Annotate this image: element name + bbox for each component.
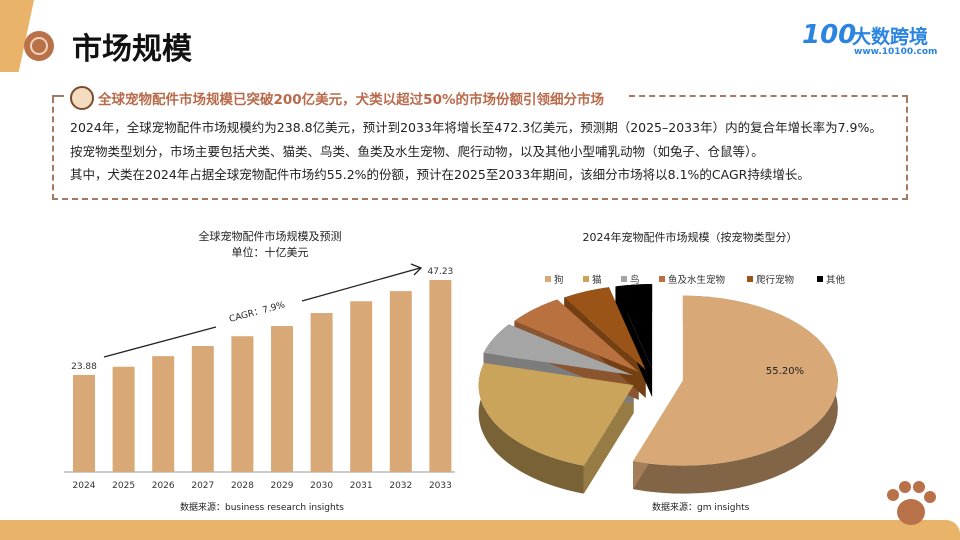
logo-url: www.10100.com (854, 47, 938, 57)
data-label: 23.88 (71, 362, 97, 372)
legend-label: 爬行宠物 (756, 274, 795, 286)
summary-headline-row: 全球宠物配件市场规模已突破200亿美元，犬类以超过50%的市场份额引领细分市场 (70, 86, 604, 110)
cagr-arrow-line (103, 267, 421, 358)
pie-slice-爬行宠物 (564, 287, 646, 370)
x-tick-label: 2025 (112, 481, 135, 491)
data-label: 47.23 (428, 267, 454, 277)
bottom-bar (0, 520, 960, 540)
title-circle-icon (24, 31, 54, 61)
pie-slice-side-猫 (478, 363, 584, 494)
summary-line: 按宠物类型划分，市场主要包括犬类、猫类、鸟类、鱼类及水生宠物、爬行动物，以及其他… (70, 144, 764, 159)
legend-label: 其他 (826, 274, 846, 286)
legend-label: 狗 (554, 274, 564, 286)
x-tick-label: 2031 (350, 481, 373, 491)
bar-2031 (350, 301, 373, 472)
bar-2027 (191, 345, 214, 472)
summary-headline: 全球宠物配件市场规模已突破200亿美元，犬类以超过50%的市场份额引领细分市场 (98, 92, 604, 108)
legend-swatch (545, 276, 551, 282)
bar-2024 (73, 374, 95, 472)
pie-slice-狗 (633, 295, 838, 466)
cagr-annotation: CAGR：7.9% (228, 300, 286, 325)
pie-slice-鸟 (483, 324, 634, 376)
bar-2026 (152, 356, 175, 472)
pie-slice-wall (583, 385, 634, 494)
bar-chart-title: 全球宠物配件市场规模及预测 (198, 230, 342, 243)
bar-2030 (310, 313, 333, 472)
bar-2029 (271, 326, 293, 472)
summary-box (52, 95, 908, 200)
x-tick-label: 2032 (389, 481, 412, 491)
logo-mark: 100 (802, 20, 857, 50)
dog-icon (70, 86, 94, 110)
x-tick-label: 2029 (271, 481, 294, 491)
summary-line: 其中，犬类在2024年占据全球宠物配件市场约55.2%的份额，预计在2025至2… (70, 167, 810, 182)
legend-swatch (817, 276, 823, 282)
x-tick-label: 2027 (191, 481, 214, 491)
legend-swatch (621, 276, 627, 282)
x-tick-label: 2026 (152, 481, 175, 491)
x-tick-label: 2024 (73, 481, 96, 491)
bar-chart-subtitle: 单位：十亿美元 (231, 246, 309, 259)
bar-2033 (429, 280, 452, 472)
summary-line: 2024年，全球宠物配件市场规模约为238.8亿美元，预计到2033年将增长至4… (70, 120, 882, 135)
bar-chart-source: 数据来源：business research insights (180, 503, 344, 513)
pie-chart-source: 数据来源：gm insights (652, 503, 750, 513)
legend-label: 鱼及水生宠物 (668, 274, 726, 286)
bar-2025 (112, 366, 135, 472)
legend-swatch (747, 276, 753, 282)
x-tick-label: 2028 (231, 481, 254, 491)
pie-slice-其他 (615, 284, 653, 370)
legend-label: 鸟 (630, 274, 640, 286)
pie-slice-猫 (478, 363, 634, 466)
bar-2032 (389, 291, 412, 472)
bar-2028 (231, 336, 254, 472)
logo: 100 大数跨境 www.10100.com (802, 20, 942, 60)
x-tick-label: 2033 (429, 481, 452, 491)
x-tick-label: 2030 (310, 481, 333, 491)
legend-swatch (583, 276, 589, 282)
cagr-arrow-head (410, 263, 423, 276)
pie-slice-wall (615, 286, 653, 398)
legend-swatch (659, 276, 665, 282)
pie-data-label: 55.20% (766, 366, 804, 377)
pie-chart-title: 2024年宠物配件市场规模（按宠物类型分） (582, 231, 798, 244)
logo-name: 大数跨境 (852, 26, 929, 48)
pie-slice-鱼及水生宠物 (514, 299, 639, 372)
page-title: 市场规模 (72, 32, 192, 67)
legend-label: 猫 (592, 274, 602, 286)
